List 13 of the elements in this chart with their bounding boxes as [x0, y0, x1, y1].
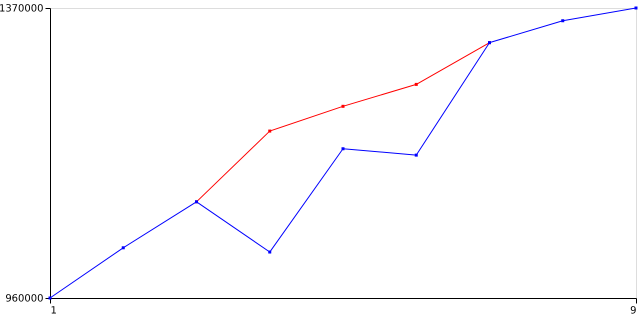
point — [342, 147, 344, 150]
point — [561, 19, 564, 22]
y-tick-label: 1370000 — [0, 4, 44, 14]
x-tick-label: 1 — [50, 306, 57, 316]
point — [414, 154, 418, 157]
point — [268, 250, 272, 254]
line-series — [195, 41, 491, 204]
point — [342, 104, 344, 108]
point — [122, 246, 125, 250]
point — [268, 130, 272, 133]
point — [414, 82, 418, 86]
y-tick-label: 960000 — [5, 294, 44, 304]
x-tick-label: 9 — [630, 306, 636, 316]
